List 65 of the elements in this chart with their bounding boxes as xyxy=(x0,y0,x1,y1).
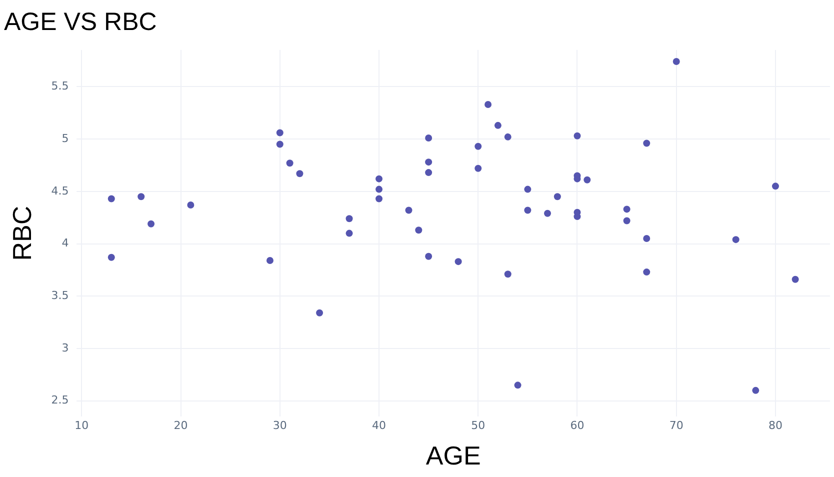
point xyxy=(623,217,630,224)
point xyxy=(504,133,512,140)
y-tick-label: 5.5 xyxy=(51,80,69,93)
point xyxy=(474,142,482,150)
point xyxy=(584,176,591,184)
point xyxy=(643,268,650,276)
x-tick-label: 10 xyxy=(74,419,89,432)
point xyxy=(524,186,532,193)
point xyxy=(148,220,155,228)
point xyxy=(574,132,581,140)
point xyxy=(425,252,432,260)
x-tick-label: 50 xyxy=(471,419,486,432)
point xyxy=(454,258,462,266)
y-tick-label: 2.5 xyxy=(51,394,69,407)
point xyxy=(643,140,650,147)
point xyxy=(346,230,353,237)
point xyxy=(296,170,304,178)
point xyxy=(554,193,561,200)
point xyxy=(376,186,383,193)
point xyxy=(643,235,650,242)
point xyxy=(752,386,760,394)
point xyxy=(286,160,294,167)
point xyxy=(276,140,284,148)
x-tick-label: 70 xyxy=(669,419,684,432)
point xyxy=(138,193,145,200)
x-tick-label: 20 xyxy=(174,419,188,432)
point xyxy=(415,226,422,234)
point xyxy=(623,206,630,213)
point xyxy=(524,206,532,214)
point xyxy=(108,195,115,202)
y-tick-label: 4.5 xyxy=(51,184,69,198)
point xyxy=(484,100,492,108)
point xyxy=(772,182,779,190)
x-tick-label: 60 xyxy=(570,419,584,432)
point xyxy=(574,213,581,220)
y-tick-label: 5 xyxy=(62,132,69,145)
point xyxy=(504,270,512,278)
point xyxy=(425,158,432,166)
point xyxy=(425,169,432,176)
chart-title: AGE VS RBC xyxy=(4,8,157,36)
x-axis-title: AGE xyxy=(426,440,481,471)
point xyxy=(276,129,284,136)
point xyxy=(474,164,482,172)
point xyxy=(405,206,412,214)
y-tick-label: 3.5 xyxy=(51,289,69,302)
point xyxy=(732,236,740,244)
x-tick-label: 80 xyxy=(768,419,782,432)
y-axis-title: RBC xyxy=(6,206,37,261)
point xyxy=(792,276,799,283)
point xyxy=(376,175,383,182)
point xyxy=(514,382,522,389)
y-tick-label: 4 xyxy=(62,236,69,250)
point xyxy=(672,58,680,66)
point xyxy=(108,254,115,261)
point xyxy=(425,134,432,142)
x-tick-label: 30 xyxy=(272,419,287,432)
point xyxy=(376,195,383,202)
point xyxy=(316,309,324,316)
x-tick-label: 40 xyxy=(372,419,386,432)
point xyxy=(266,257,274,264)
point xyxy=(494,122,502,129)
point xyxy=(346,215,353,222)
y-tick-label: 3 xyxy=(62,341,69,354)
point xyxy=(187,202,194,209)
point xyxy=(544,210,552,217)
